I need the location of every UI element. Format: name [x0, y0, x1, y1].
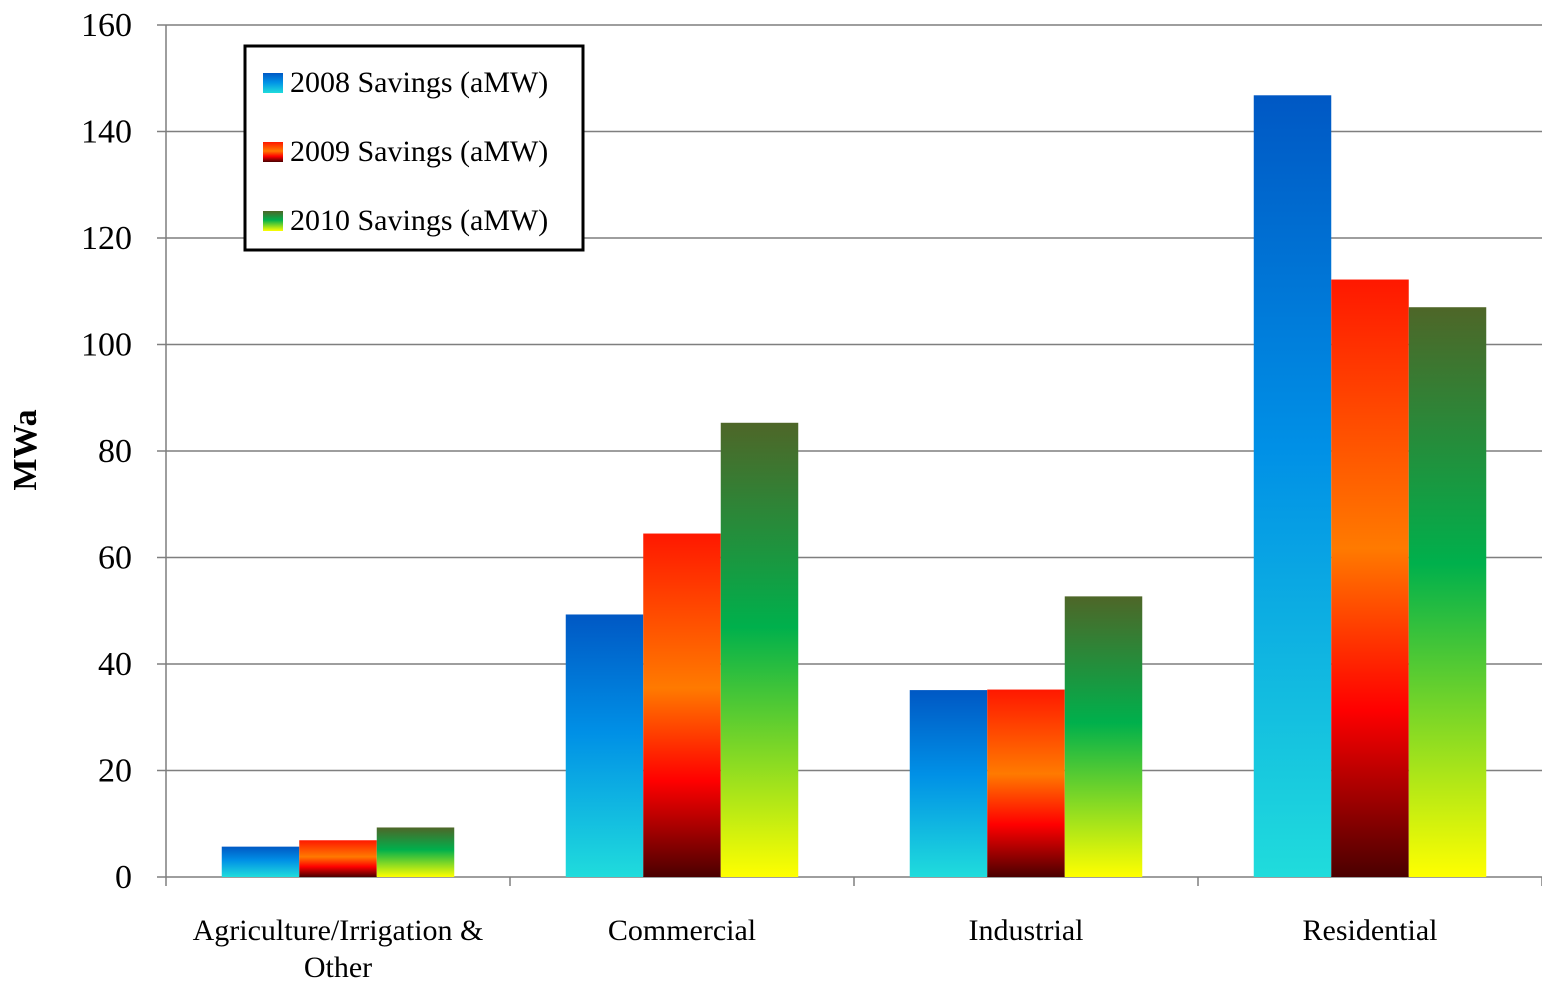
bar [565, 614, 644, 877]
y-tick-label: 80 [98, 433, 132, 470]
legend-label: 2010 Savings (aMW) [290, 204, 548, 237]
y-tick-label: 120 [81, 220, 132, 257]
y-axis-title: MWa [7, 409, 44, 490]
bar [720, 422, 799, 877]
legend-box [243, 44, 585, 252]
y-axis: 0 20 40 60 80 100 120 140 160 [81, 7, 167, 896]
bar [987, 689, 1065, 877]
x-category-label: Commercial [608, 914, 756, 947]
y-tick-label: 140 [81, 114, 132, 151]
x-category-label: Residential [1303, 914, 1438, 947]
legend-label: 2008 Savings (aMW) [290, 66, 548, 99]
y-tick-label: 0 [115, 859, 132, 896]
y-tick-label: 160 [81, 7, 132, 44]
x-category-label-line: Commercial [608, 914, 756, 947]
legend-swatch [263, 73, 283, 93]
x-category-label: Industrial [969, 914, 1084, 947]
y-tick-label: 60 [98, 540, 132, 577]
legend-swatch [263, 142, 283, 162]
bar [643, 533, 721, 877]
legend: 2008 Savings (aMW) 2009 Savings (aMW) 2010… [243, 44, 585, 252]
x-category-label-line: Industrial [969, 914, 1084, 947]
bar [1064, 596, 1143, 877]
x-category-label-line: Agriculture/Irrigation & [193, 914, 484, 947]
x-axis: Agriculture/Irrigation & Other Commercial I… [165, 876, 1542, 984]
y-tick-label: 40 [98, 646, 132, 683]
x-category-label-line: Residential [1303, 914, 1438, 947]
y-tick-label: 100 [81, 327, 132, 364]
bars [221, 95, 1487, 878]
legend-label: 2009 Savings (aMW) [290, 135, 548, 168]
bar [909, 690, 988, 877]
bar [1331, 279, 1409, 877]
bar [1408, 307, 1487, 878]
bar [1253, 95, 1332, 878]
legend-swatch [263, 211, 283, 231]
x-category-label-line: Other [304, 951, 372, 984]
y-tick-label: 20 [98, 753, 132, 790]
bar [221, 846, 300, 877]
bar [299, 840, 377, 877]
bar [376, 827, 455, 877]
x-category-label: Agriculture/Irrigation & Other [193, 914, 484, 984]
